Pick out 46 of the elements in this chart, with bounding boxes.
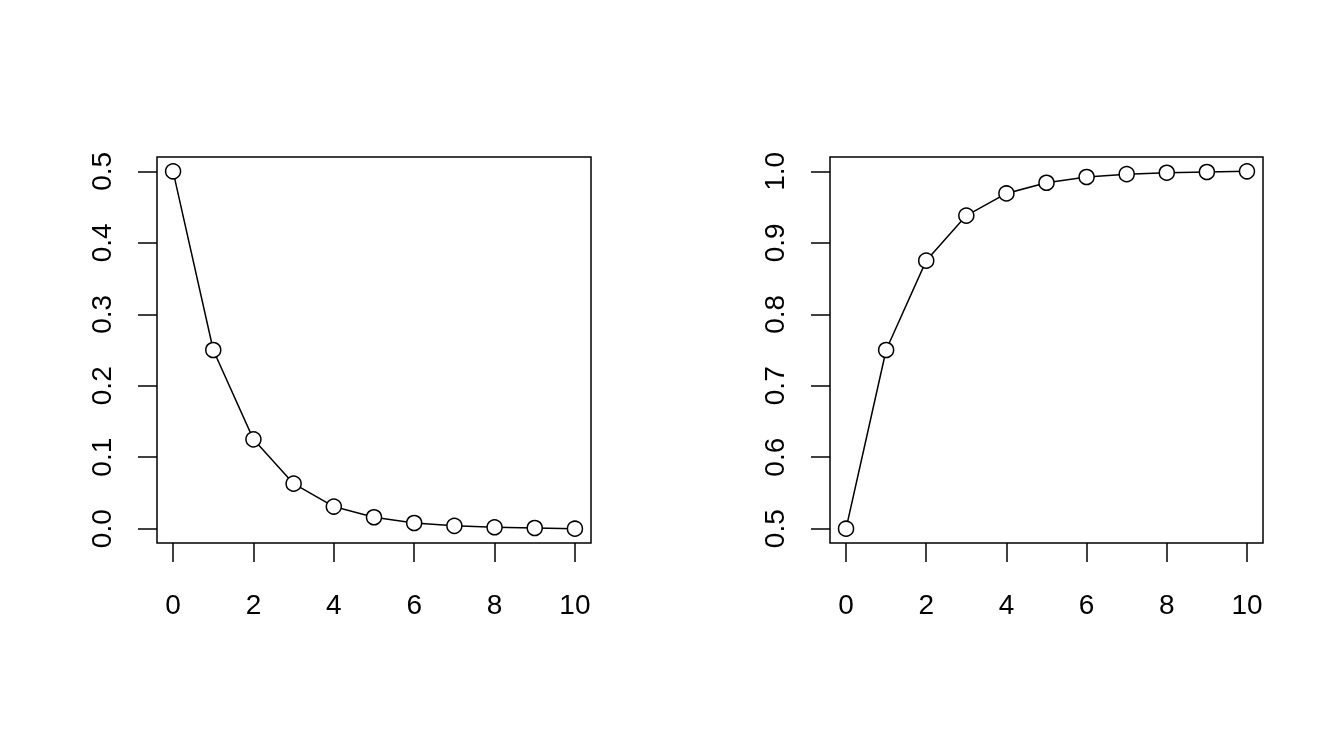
point — [405, 514, 423, 532]
x-tick-label: 8 — [486, 588, 503, 620]
point — [245, 431, 262, 448]
x-tick-label: 2 — [245, 588, 262, 620]
point — [566, 520, 584, 537]
point — [526, 519, 543, 537]
y-tick-label: 0.2 — [85, 366, 117, 406]
x-tick-label: 10 — [1231, 588, 1263, 620]
point — [285, 475, 302, 492]
x-tick-label: 8 — [1158, 588, 1175, 620]
point — [1038, 174, 1055, 191]
point — [365, 509, 383, 526]
point — [837, 520, 855, 537]
point — [1238, 163, 1256, 180]
x-tick-label: 6 — [1078, 588, 1095, 620]
y-tick-label: 0.8 — [758, 294, 790, 334]
x-tick-label: 0 — [838, 588, 854, 620]
point — [164, 163, 182, 180]
point — [1078, 168, 1095, 186]
point — [1198, 163, 1216, 181]
x-tick-label: 10 — [559, 588, 591, 620]
x-tick-label: 2 — [918, 588, 935, 620]
point — [325, 498, 343, 515]
x-tick-label: 6 — [406, 588, 422, 620]
point — [446, 517, 463, 535]
point — [205, 341, 222, 359]
x-tick-label: 4 — [326, 588, 342, 620]
point — [1158, 164, 1176, 181]
x-tick-label: 0 — [165, 588, 181, 620]
y-tick-label: 0.0 — [85, 509, 117, 549]
point — [877, 341, 895, 359]
point — [486, 519, 503, 536]
y-tick-label: 0.9 — [758, 223, 790, 263]
y-tick-label: 0.6 — [758, 437, 790, 477]
y-tick-label: 0.4 — [85, 223, 117, 263]
point — [917, 252, 935, 269]
point — [1118, 165, 1135, 183]
x-tick-label: 4 — [998, 588, 1015, 620]
y-tick-label: 0.7 — [758, 366, 790, 406]
point — [958, 207, 975, 224]
y-tick-label: 0.5 — [758, 509, 790, 549]
y-tick-label: 0.1 — [85, 437, 117, 477]
y-tick-label: 1.0 — [758, 151, 790, 191]
point — [998, 185, 1015, 202]
y-tick-label: 0.3 — [85, 294, 117, 334]
y-tick-label: 0.5 — [85, 151, 117, 191]
